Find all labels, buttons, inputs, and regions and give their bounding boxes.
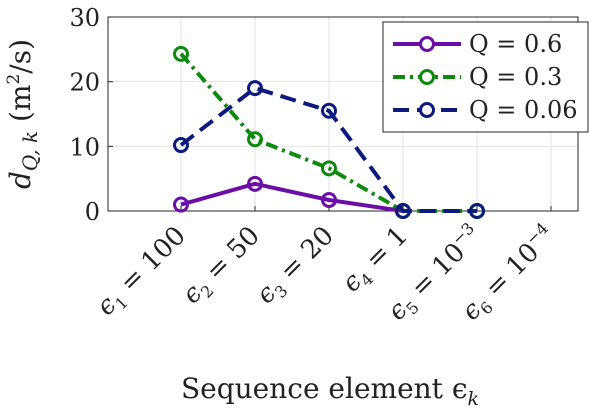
- legend-box: [382, 21, 589, 133]
- data-point: [321, 160, 337, 177]
- data-point: [395, 203, 411, 219]
- data-point: [173, 196, 189, 213]
- x-axis-title: Sequence element ϵk: [181, 372, 479, 410]
- legend-entry: Q = 0.3: [393, 63, 562, 91]
- x-tick-label: ϵ3 = 20: [251, 221, 342, 312]
- data-point: [321, 102, 337, 119]
- series-3: [173, 80, 485, 219]
- series-line: [179, 86, 477, 213]
- legend-entry: Q = 0.06: [393, 96, 577, 124]
- legend-marker: [419, 69, 435, 85]
- y-tick-labels: 0 10 20 30: [69, 4, 100, 226]
- series-group: [173, 45, 485, 219]
- data-point: [247, 131, 263, 148]
- legend: Q = 0.6 Q = 0.3 Q = 0.06: [382, 21, 589, 133]
- legend-label: Q = 0.3: [469, 63, 562, 91]
- data-point: [173, 45, 189, 62]
- y-tick-label: 0: [85, 198, 100, 226]
- x-tick-label: ϵ1 = 100: [91, 221, 194, 324]
- data-point: [321, 192, 337, 209]
- y-tick-label: 30: [69, 4, 100, 32]
- legend-marker: [419, 36, 435, 52]
- x-axis-label: Sequence element ϵk: [181, 372, 479, 410]
- data-point: [469, 203, 485, 219]
- y-axis-label: dQ, k (m2/s): [4, 39, 42, 189]
- x-tick-label: ϵ2 = 50: [177, 221, 268, 312]
- data-point: [173, 137, 189, 154]
- data-point: [247, 175, 263, 192]
- y-tick-label: 20: [69, 69, 100, 97]
- y-axis-title: dQ, k (m2/s): [4, 39, 42, 189]
- legend-marker: [419, 102, 435, 118]
- data-point: [247, 80, 263, 97]
- series-line: [180, 181, 404, 213]
- y-tick-label: 10: [69, 133, 100, 161]
- legend-label: Q = 0.6: [469, 30, 562, 58]
- legend-entry: Q = 0.6: [393, 30, 562, 58]
- legend-label: Q = 0.06: [469, 96, 577, 124]
